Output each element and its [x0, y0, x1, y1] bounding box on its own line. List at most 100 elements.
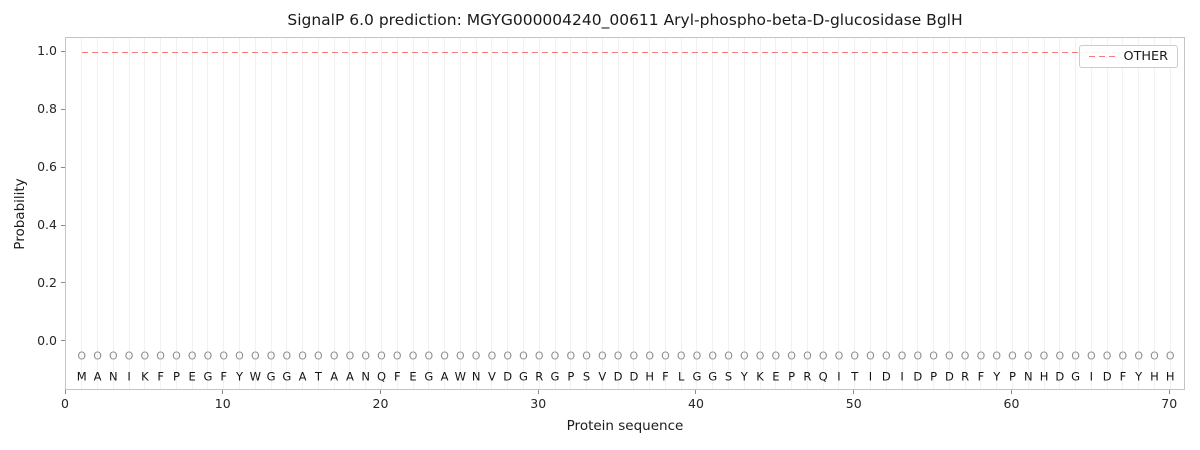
residue-gridline — [1090, 38, 1092, 389]
residue-gridline — [791, 38, 793, 389]
position-class-label: O — [582, 349, 591, 363]
residue-letter: V — [487, 368, 496, 383]
x-tick-mark — [379, 390, 381, 394]
residue-gridline — [333, 38, 335, 389]
residue-letter: K — [141, 368, 149, 383]
residue-letter: G — [203, 368, 213, 383]
position-class-label: O — [487, 349, 497, 363]
residue-letter: D — [881, 368, 891, 383]
residue-gridline — [759, 38, 761, 389]
residue-letter: I — [837, 368, 841, 383]
residue-gridline — [396, 38, 398, 389]
residue-gridline — [302, 38, 304, 389]
position-class-label: O — [566, 349, 576, 363]
position-class-label: O — [550, 349, 560, 363]
y-tick-label: 0.6 — [37, 158, 57, 174]
position-class-label: O — [1150, 349, 1159, 363]
position-class-label: O — [203, 349, 213, 363]
position-class-label: O — [739, 349, 749, 363]
position-class-label: O — [834, 349, 844, 363]
position-class-label: O — [534, 349, 544, 363]
residue-gridline — [838, 38, 840, 389]
position-class-label: O — [377, 349, 386, 363]
residue-letter: Q — [818, 368, 828, 383]
residue-letter: P — [1009, 368, 1016, 383]
residue-gridline — [1027, 38, 1029, 389]
residue-letter: S — [582, 368, 591, 383]
position-class-label: O — [976, 349, 986, 363]
residue-letter: L — [677, 368, 685, 383]
residue-gridline — [191, 38, 193, 389]
position-class-label: O — [140, 349, 150, 363]
residue-letter: I — [127, 368, 131, 383]
residue-gridline — [901, 38, 903, 389]
residue-letter: D — [913, 368, 923, 383]
position-class-label: O — [187, 349, 197, 363]
residue-letter: K — [756, 368, 764, 383]
residue-gridline — [1075, 38, 1077, 389]
legend-dashed-line-sample — [1088, 55, 1116, 58]
position-class-label: O — [724, 349, 733, 363]
residue-letter: D — [1055, 368, 1065, 383]
residue-letter: I — [1089, 368, 1094, 383]
position-class-label: O — [913, 349, 923, 363]
residue-letter: Y — [1135, 368, 1143, 383]
residue-gridline — [948, 38, 950, 389]
position-class-label: O — [850, 349, 860, 363]
position-class-label: O — [1071, 349, 1080, 363]
residue-letter: P — [930, 368, 938, 383]
residue-letter: Q — [376, 368, 387, 383]
residue-letter: F — [157, 368, 164, 383]
residue-gridline — [507, 38, 509, 389]
legend-label: OTHER — [1123, 49, 1169, 64]
residue-gridline — [743, 38, 745, 389]
position-class-label: O — [1008, 349, 1017, 363]
y-tick-mark — [61, 50, 65, 52]
position-class-label: O — [314, 349, 323, 363]
residue-letter: D — [629, 368, 639, 383]
residue-letter: H — [1165, 368, 1175, 383]
residue-letter: P — [788, 368, 796, 383]
position-class-label: O — [456, 349, 465, 363]
residue-letter: Y — [993, 368, 1001, 383]
x-tick-label: 50 — [845, 396, 862, 411]
position-class-label: O — [345, 349, 355, 363]
residue-gridline — [601, 38, 603, 389]
position-class-label: O — [992, 349, 1002, 363]
residue-letter: G — [692, 368, 702, 383]
residue-letter: A — [330, 368, 339, 383]
residue-letter: A — [346, 368, 354, 383]
y-tick-label: 1.0 — [37, 43, 57, 59]
residue-gridline — [712, 38, 714, 389]
position-class-label: O — [503, 349, 513, 363]
position-class-label: O — [708, 349, 718, 363]
position-class-label: O — [960, 349, 970, 363]
position-class-label: O — [440, 349, 449, 363]
position-class-label: O — [266, 349, 276, 363]
position-class-label: O — [676, 349, 686, 363]
residue-gridline — [570, 38, 572, 389]
x-tick-label: 10 — [214, 396, 231, 411]
residue-letter: G — [550, 368, 560, 383]
residue-gridline — [128, 38, 130, 389]
residue-gridline — [633, 38, 635, 389]
residue-gridline — [444, 38, 446, 389]
residue-letter: N — [109, 368, 118, 383]
position-class-label: O — [329, 349, 339, 363]
residue-letter: H — [645, 368, 654, 383]
residue-gridline — [175, 38, 177, 389]
residue-gridline — [491, 38, 493, 389]
residue-letter: W — [249, 368, 261, 383]
residue-gridline — [775, 38, 777, 389]
residue-gridline — [885, 38, 887, 389]
residue-gridline — [207, 38, 209, 389]
residue-letter: R — [961, 368, 970, 383]
position-class-label: O — [298, 349, 307, 363]
residue-gridline — [1153, 38, 1155, 389]
x-axis-label: Protein sequence — [566, 418, 684, 434]
position-class-label: O — [124, 349, 134, 363]
position-class-label: O — [692, 349, 702, 363]
residue-letter: G — [1071, 368, 1081, 383]
position-class-label: O — [1134, 349, 1144, 363]
